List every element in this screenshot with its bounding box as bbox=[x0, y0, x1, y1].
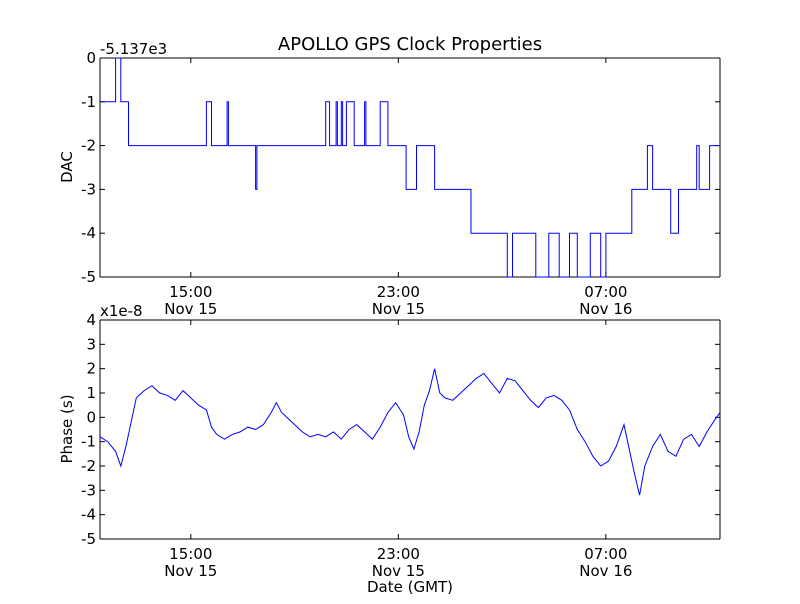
dac-xtick-date-label: Nov 16 bbox=[579, 300, 632, 318]
dac-offset-label: -5.137e3 bbox=[100, 40, 167, 58]
phase-ytick-label: -3 bbox=[81, 481, 96, 499]
phase-ytick-label: 1 bbox=[86, 384, 96, 402]
phase-xtick-time-label: 23:00 bbox=[377, 545, 420, 563]
phase-x-axis-label: Date (GMT) bbox=[367, 578, 453, 596]
dac-ytick-label: -2 bbox=[81, 137, 96, 155]
dac-series-line bbox=[100, 57, 720, 278]
figure-title: APOLLO GPS Clock Properties bbox=[278, 34, 542, 55]
phase-ytick-label: -1 bbox=[81, 433, 96, 451]
dac-ytick-label: -1 bbox=[81, 93, 96, 111]
dac-ytick-label: -3 bbox=[81, 180, 96, 198]
dac-xtick-date-label: Nov 15 bbox=[164, 300, 217, 318]
phase-xtick-date-label: Nov 15 bbox=[164, 562, 217, 580]
phase-panel: x1e-8 Phase (s) Date (GMT) 4 3 2 1 0 -1 -2 -3 -4… bbox=[58, 302, 721, 596]
phase-xtick-date-label: Nov 16 bbox=[579, 562, 632, 580]
phase-ytick-label: -4 bbox=[81, 506, 96, 524]
phase-ytick-label: 0 bbox=[86, 408, 96, 426]
phase-xtick-time-label: 07:00 bbox=[584, 545, 627, 563]
dac-ytick-label: -4 bbox=[81, 224, 96, 242]
dac-xtick-time-label: 23:00 bbox=[377, 283, 420, 301]
phase-ytick-label: -2 bbox=[81, 457, 96, 475]
dac-xtick-time-label: 07:00 bbox=[584, 283, 627, 301]
dac-y-axis-label: DAC bbox=[58, 151, 76, 183]
phase-ytick-label: 4 bbox=[86, 311, 96, 329]
phase-y-axis-label: Phase (s) bbox=[58, 394, 76, 463]
phase-offset-label: x1e-8 bbox=[100, 302, 143, 320]
phase-ytick-label: -5 bbox=[81, 530, 96, 548]
phase-ytick-label: 2 bbox=[86, 360, 96, 378]
phase-xtick-time-label: 15:00 bbox=[169, 545, 212, 563]
dac-xtick-time-label: 15:00 bbox=[169, 283, 212, 301]
phase-series-line bbox=[99, 368, 721, 496]
dac-ytick-label: -5 bbox=[81, 268, 96, 286]
phase-xtick-date-label: Nov 15 bbox=[372, 562, 425, 580]
dac-ytick-label: 0 bbox=[86, 49, 96, 67]
phase-ytick-label: 3 bbox=[86, 335, 96, 353]
dac-xtick-date-label: Nov 15 bbox=[372, 300, 425, 318]
